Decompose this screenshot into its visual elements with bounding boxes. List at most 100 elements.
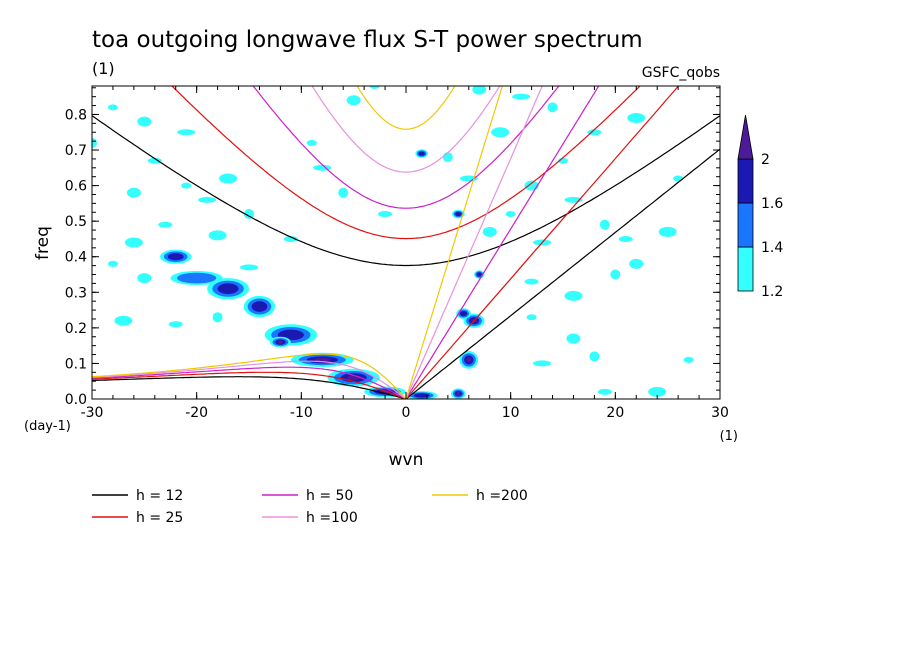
power-patch — [208, 230, 227, 241]
legend-label: h = 12 — [136, 488, 183, 504]
x-tick-label: -10 — [290, 405, 313, 421]
x-tick-label: 10 — [502, 405, 520, 421]
power-blob-level-3 — [277, 340, 284, 345]
colorbar-label: 1.4 — [761, 240, 783, 256]
rossby-curve-h100 — [92, 360, 407, 399]
power-patch — [610, 269, 621, 280]
power-patch — [627, 113, 646, 124]
colorbar-top-arrow — [737, 114, 754, 160]
rossby-curve-h25 — [92, 371, 407, 399]
power-patch — [283, 235, 298, 242]
power-patch — [378, 211, 393, 218]
chart-subtitle-left: (1) — [92, 59, 115, 78]
power-patch — [512, 93, 531, 100]
colorbar-segment — [737, 158, 754, 204]
power-patch — [126, 187, 141, 198]
y-tick-label: 0.2 — [65, 321, 87, 337]
power-patch — [683, 356, 694, 363]
kelvin-curve-h50 — [405, 86, 600, 399]
power-blob-level-2 — [167, 253, 184, 261]
colorbar-label: 2 — [761, 152, 770, 168]
kelvin-curve-h100 — [405, 86, 543, 399]
power-patch — [240, 264, 258, 271]
power-patch — [524, 278, 539, 285]
gravity-curve-h100 — [311, 86, 501, 173]
x-tick-label: 30 — [711, 405, 729, 421]
kelvin-curve-h25 — [405, 86, 680, 399]
power-patch — [658, 226, 677, 237]
power-patch — [526, 314, 537, 321]
x-tick-label: -20 — [185, 405, 208, 421]
power-patch — [673, 175, 684, 182]
kelvin-curve-h200 — [405, 86, 503, 399]
power-patch — [177, 129, 196, 136]
power-patch — [491, 127, 510, 138]
y-tick-label: 0.8 — [65, 107, 87, 123]
power-patch — [137, 116, 152, 127]
power-blob-level-2 — [251, 301, 268, 312]
x-tick-label: 0 — [402, 405, 411, 421]
plot-area — [92, 86, 720, 399]
power-patch — [589, 351, 600, 362]
power-patch — [114, 315, 133, 326]
power-patch — [212, 312, 223, 323]
power-patch — [107, 104, 118, 111]
power-patch — [587, 129, 602, 136]
power-patch — [181, 182, 192, 189]
power-patch — [547, 102, 558, 113]
power-patch — [599, 219, 610, 230]
axes: -30 -20 -10 0 10 20 30 0.0 0.1 0.2 0.3 0.4 0.5 0.6 0.7… — [65, 86, 729, 421]
power-blob-level-2 — [455, 211, 462, 217]
power-blob-level-2 — [418, 151, 425, 156]
power-patch — [346, 95, 361, 106]
power-blob-level-3 — [456, 391, 461, 396]
y-tick-label: 0.4 — [65, 250, 87, 266]
power-patch — [618, 235, 633, 242]
power-patch — [564, 290, 583, 301]
gravity-curve-h12 — [92, 115, 720, 267]
power-patch — [158, 221, 173, 228]
power-patch — [369, 86, 380, 89]
chart-subtitle-right: GSFC_qobs — [642, 65, 720, 81]
colorbar: 1.2 1.4 1.6 2 — [737, 114, 783, 300]
y-axis-label: freq — [33, 226, 53, 260]
power-patch — [168, 321, 183, 328]
y-tick-label: 0.6 — [65, 179, 87, 195]
power-patch — [244, 209, 254, 220]
power-patch — [472, 86, 487, 95]
x-tick-label: -30 — [81, 405, 104, 421]
power-blob-level-2 — [476, 272, 482, 277]
legend-label: h =200 — [476, 488, 528, 504]
power-blob-level-2 — [459, 310, 468, 317]
rossby-curve-h200 — [92, 353, 407, 399]
x-unit-label: (1) — [720, 429, 738, 444]
power-patch — [482, 226, 497, 237]
power-patch — [505, 211, 516, 218]
colorbar-segment — [737, 202, 754, 248]
power-blob-level-2 — [217, 283, 239, 295]
y-tick-label: 0.5 — [65, 214, 87, 230]
power-patch — [198, 196, 217, 203]
power-patch — [648, 386, 667, 397]
x-axis-label: wvn — [389, 450, 424, 470]
power-patch — [137, 273, 152, 284]
colorbar-segment — [737, 246, 754, 292]
gravity-curve-h50 — [252, 86, 560, 209]
power-patch — [629, 258, 644, 269]
y-tick-label: 0.1 — [65, 356, 87, 372]
power-patch — [566, 333, 581, 344]
power-patch — [306, 139, 317, 146]
legend-label: h =100 — [306, 510, 358, 526]
power-patch — [597, 388, 612, 395]
colorbar-label: 1.2 — [761, 284, 783, 300]
power-patch — [533, 360, 552, 367]
power-blob-level-3 — [347, 375, 361, 380]
power-blob-level-1 — [177, 272, 217, 284]
curve-legend: h = 12 h = 25 h = 50 h =100 h =200 — [92, 488, 528, 526]
x-tick-label: 20 — [606, 405, 624, 421]
power-patch — [107, 260, 118, 267]
power-patch — [524, 180, 539, 191]
power-patch — [147, 157, 162, 164]
rossby-curve-h50 — [92, 366, 407, 399]
